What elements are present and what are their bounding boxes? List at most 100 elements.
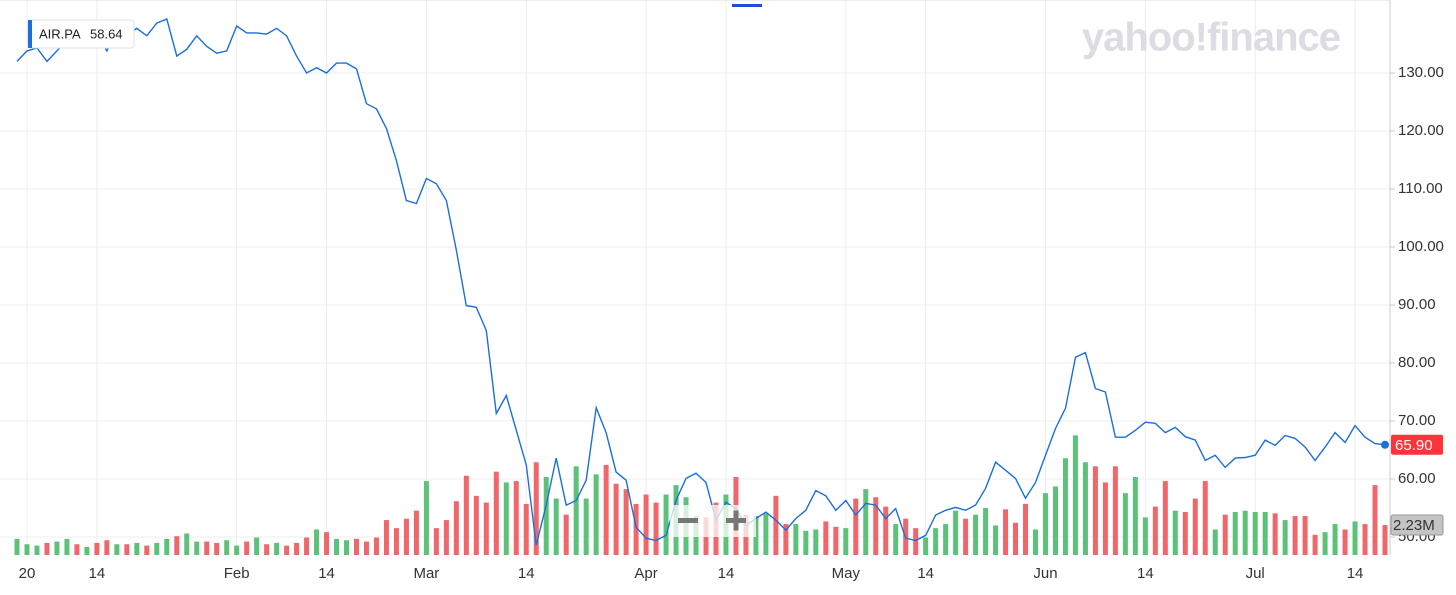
volume-bar (443, 520, 449, 555)
volume-bar (603, 464, 609, 555)
x-tick-label: 14 (917, 565, 934, 582)
x-tick-label: Jun (1033, 565, 1057, 582)
x-tick-label: 14 (1347, 565, 1364, 582)
y-tick-label: 100.00 (1398, 238, 1444, 255)
volume-bar (493, 471, 499, 555)
volume-bar (344, 540, 350, 555)
volume-bar (523, 503, 529, 555)
zoom-controls (670, 505, 756, 537)
volume-bar (573, 466, 579, 555)
volume-bar (653, 502, 659, 555)
tooltip-symbol: AIR.PA (39, 26, 81, 41)
volume-bar (1033, 529, 1039, 555)
volume-bar (843, 528, 849, 555)
volume-bar (923, 537, 929, 555)
tooltip-value: 58.64 (90, 26, 123, 41)
x-tick-label: 20 (19, 565, 36, 582)
tooltip-marker (28, 20, 32, 48)
volume-bar (943, 524, 949, 555)
volume-bar (24, 544, 30, 555)
volume-bar (154, 542, 160, 555)
volume-bar (663, 494, 669, 555)
volume-bar (563, 514, 569, 555)
volume-bar (124, 544, 130, 555)
volume-bar (983, 507, 989, 555)
volume-bar (953, 510, 959, 555)
x-tick-label: Jul (1246, 565, 1265, 582)
volume-bar (1192, 498, 1198, 555)
axis-labels: 50.0060.0070.0080.0090.00100.00110.00120… (19, 64, 1444, 582)
watermark: yahoo!finance (1082, 16, 1340, 60)
volume-bar (284, 545, 290, 555)
volume-bar (1072, 435, 1078, 555)
volume-bar (1212, 529, 1218, 555)
volume-bar (403, 518, 409, 555)
volume-bar (833, 526, 839, 555)
volume-bar (503, 482, 509, 555)
volume-bar (453, 501, 459, 555)
volume-bar (94, 542, 100, 555)
volume-bar (823, 521, 829, 555)
volume-bar (993, 525, 999, 555)
volume-bar (1122, 493, 1128, 555)
volume-bar (963, 518, 969, 555)
volume-bar (533, 462, 539, 555)
volume-bar (324, 532, 330, 555)
volume-bar (553, 498, 559, 555)
volume-bar (1292, 516, 1298, 555)
volume-bar (1162, 481, 1168, 555)
y-tick-label: 80.00 (1398, 354, 1436, 371)
volume-bar (643, 494, 649, 555)
volume-bar (1222, 514, 1228, 555)
zoom-out[interactable] (678, 518, 698, 523)
volume-bar (1062, 458, 1068, 555)
x-tick-label: 14 (1137, 565, 1154, 582)
volume-bar (1262, 511, 1268, 555)
volume-bar (214, 542, 220, 555)
volume-bar (64, 538, 70, 555)
volume-bar (304, 537, 310, 555)
volume-bar (254, 537, 260, 555)
volume-bar (34, 545, 40, 555)
volume-bar (234, 545, 240, 555)
volume-bar (1332, 524, 1338, 555)
volume-bar (853, 498, 859, 555)
volume-bar (184, 533, 190, 555)
tooltip: AIR.PA 58.64 (27, 19, 135, 49)
volume-bar (973, 514, 979, 555)
last-price-flag (1391, 434, 1443, 455)
y-tick-label: 60.00 (1398, 470, 1436, 487)
volume-bar (1242, 510, 1248, 555)
x-tick-label: Apr (634, 565, 657, 582)
volume-bar (1302, 516, 1308, 555)
x-tick-label: May (832, 565, 861, 582)
x-tick-label: Feb (224, 565, 250, 582)
volume-bar (1052, 486, 1058, 555)
volume-bar (543, 477, 549, 555)
volume-bar (204, 541, 210, 555)
last-price-label: 65.90 (1395, 437, 1433, 454)
drag-handle[interactable] (732, 4, 762, 7)
volume-bar (1092, 466, 1098, 555)
price-line (16, 18, 1386, 546)
volume-bar (334, 538, 340, 555)
volume-bar (423, 481, 429, 555)
volume-bar (413, 510, 419, 555)
volume-bar (803, 530, 809, 555)
volume-bar (1102, 482, 1108, 555)
x-tick-label: 14 (318, 565, 335, 582)
volume-bar (44, 542, 50, 555)
volume-bar (623, 489, 629, 555)
volume-bar (763, 513, 769, 555)
y-tick-label: 70.00 (1398, 412, 1436, 429)
volume-bar (84, 546, 90, 555)
volume-bar (1152, 506, 1158, 555)
volume-bar (1322, 532, 1328, 555)
volume-bar (1182, 511, 1188, 555)
zoom-in[interactable] (726, 510, 746, 531)
price-line-group (16, 18, 1389, 546)
volume-bar (174, 536, 180, 555)
volume-bar (274, 542, 280, 555)
